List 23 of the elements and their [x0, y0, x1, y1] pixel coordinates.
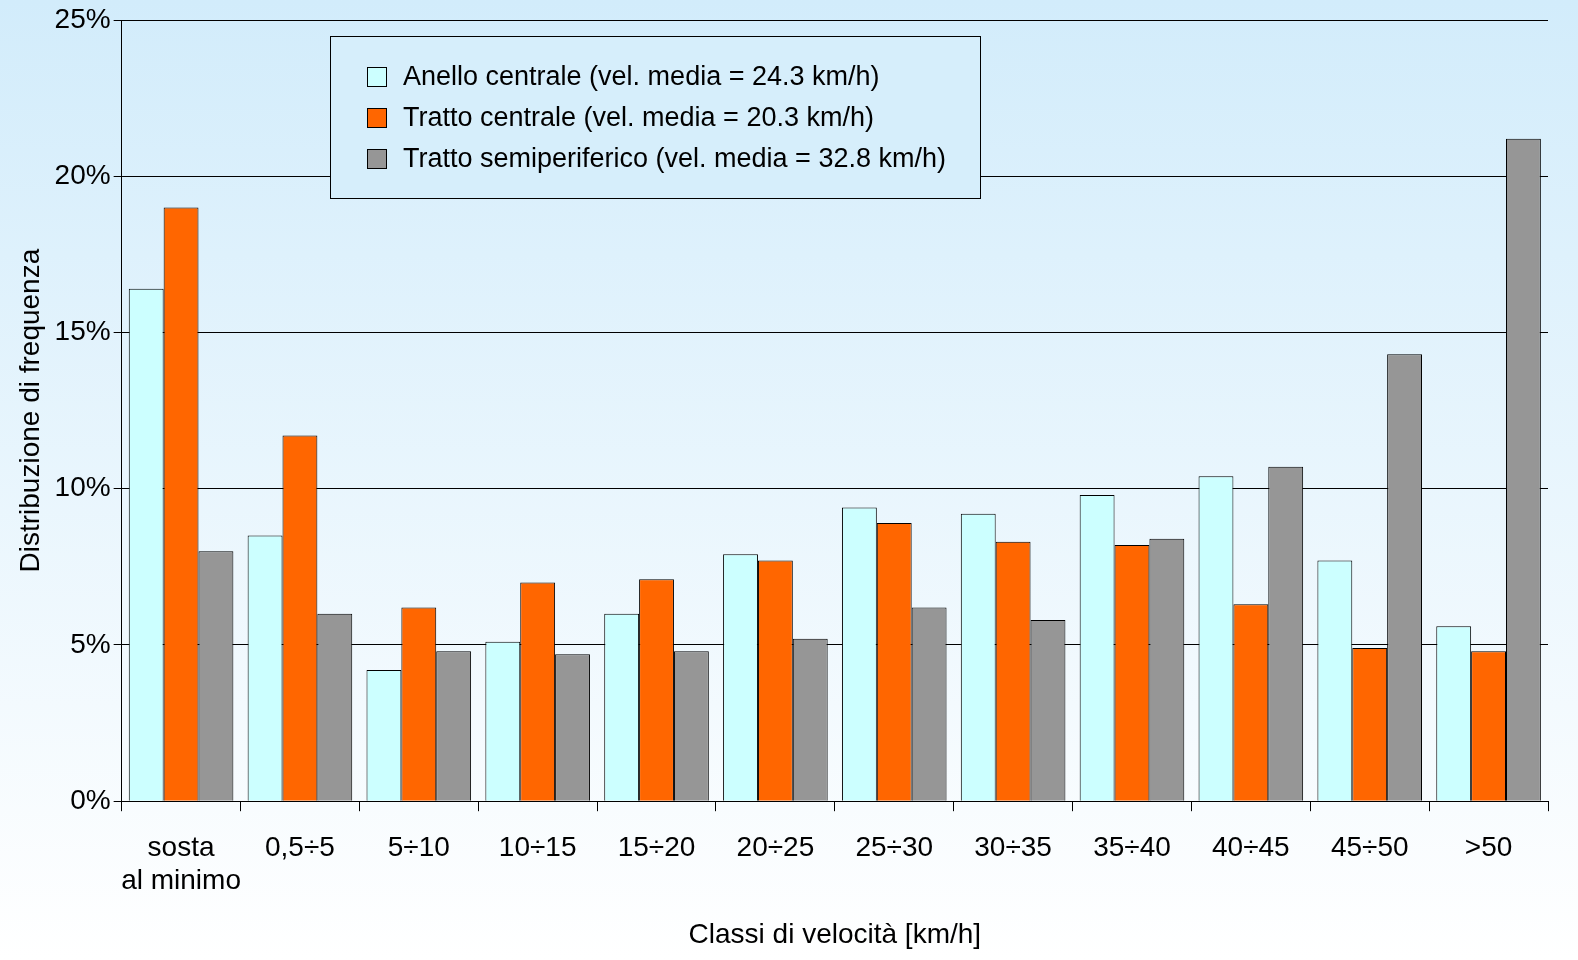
y-tick-label: 5%: [70, 627, 111, 659]
x-tick-label: 40÷45: [1212, 830, 1290, 862]
x-tick-label: >50: [1464, 830, 1513, 862]
y-tick-label: 25%: [54, 2, 111, 34]
y-tick-label: 10%: [54, 471, 111, 503]
x-tick-label: 20÷25: [736, 830, 815, 862]
x-tick-label: 15÷20: [617, 830, 696, 862]
x-tick-label: 45÷50: [1330, 830, 1409, 862]
x-axis-title: Classi di velocità [km/h]: [688, 917, 982, 949]
x-tick-label: 30÷35: [974, 830, 1052, 862]
y-axis-title: Distribuzione di frequenza: [13, 248, 45, 573]
x-tick-label: 0,5÷5: [265, 830, 335, 862]
x-tick-label: 35÷40: [1093, 830, 1171, 862]
y-tick-label: 20%: [54, 158, 111, 190]
legend-label: Tratto semiperiferico (vel. media = 32.8 km/h): [403, 143, 946, 174]
x-tick-label: 25÷30: [855, 830, 934, 862]
x-tick-label: 5÷10: [387, 830, 450, 862]
y-tick-label: 15%: [54, 315, 111, 347]
y-tick-label: 0%: [70, 783, 111, 815]
legend-label: Anello centrale (vel. media = 24.3 km/h): [403, 61, 880, 92]
legend-label: Tratto centrale (vel. media = 20.3 km/h): [403, 102, 874, 133]
x-tick-label: sosta al minimo: [121, 830, 241, 896]
x-tick-label: 10÷15: [498, 830, 577, 862]
